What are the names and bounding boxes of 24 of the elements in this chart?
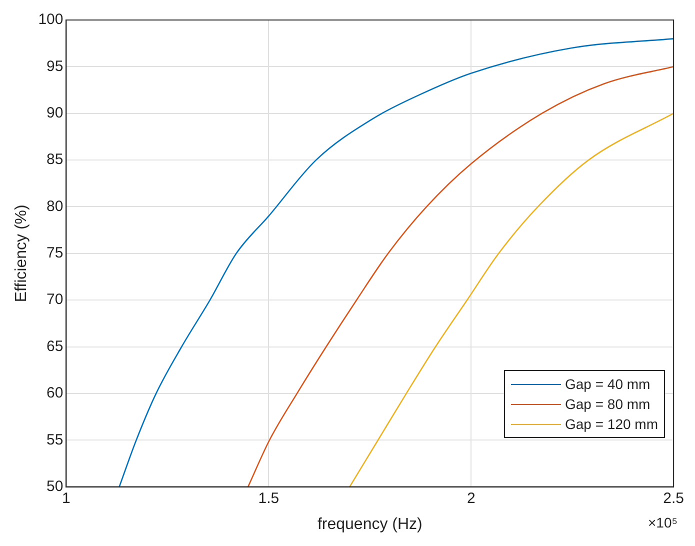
line-series — [247, 66, 674, 487]
x-axis-title: frequency (Hz) — [317, 516, 422, 533]
y-tick-label: 90 — [46, 104, 64, 122]
y-tick-label: 55 — [46, 431, 64, 448]
y-tick-label: 60 — [46, 384, 64, 402]
y-tick-label: 95 — [46, 58, 64, 75]
y-tick-label: 70 — [46, 291, 64, 308]
x-tick-label: 2 — [466, 490, 476, 507]
legend-label: Gap = 40 mm — [565, 375, 650, 394]
x-tick-label: 2.5 — [663, 490, 684, 507]
text: ×10⁵ — [648, 514, 678, 531]
x-tick-label: 1 — [62, 490, 70, 507]
line-series — [349, 112, 674, 487]
y-tick-label: 80 — [46, 198, 64, 215]
y-tick-label: 65 — [46, 338, 64, 355]
y-tick-label: 85 — [46, 151, 64, 168]
y-axis-title: Efficiency (%) — [13, 204, 30, 302]
y-tick-label: 50 — [46, 478, 64, 495]
y-tick-label: 100 — [38, 11, 64, 28]
legend-label: Gap = 80 mm — [565, 395, 650, 414]
legend-label: Gap = 120 mm — [565, 415, 658, 434]
x-tick-label: 1.5 — [258, 490, 280, 507]
y-tick-label: 75 — [46, 244, 64, 262]
line-series — [118, 38, 674, 487]
